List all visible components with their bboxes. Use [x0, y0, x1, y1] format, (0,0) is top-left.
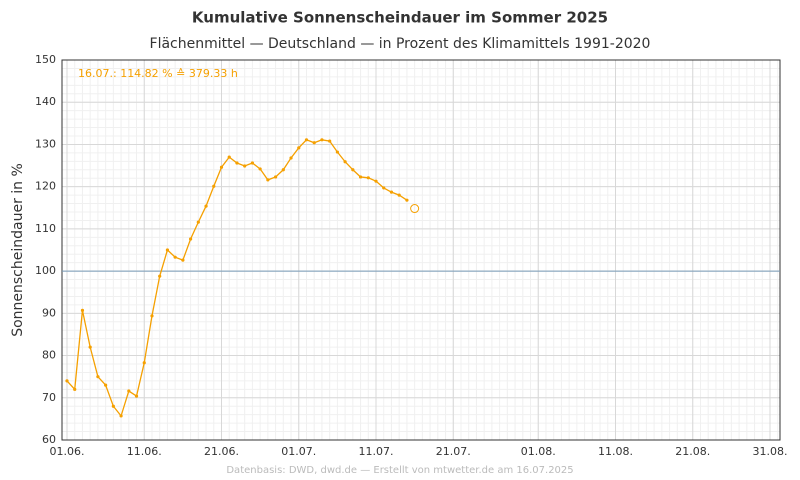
- data-point: [351, 168, 355, 172]
- x-tick-label: 21.08.: [675, 445, 710, 458]
- data-point: [111, 404, 115, 408]
- data-point: [312, 141, 316, 145]
- x-tick-label: 31.08.: [753, 445, 788, 458]
- data-point: [73, 387, 77, 391]
- data-point: [250, 161, 255, 165]
- data-point: [80, 308, 85, 312]
- y-tick-label: 80: [42, 349, 56, 362]
- y-tick-label: 140: [35, 95, 56, 108]
- x-tick-label: 11.06.: [127, 445, 162, 458]
- data-point: [142, 361, 146, 365]
- data-point: [65, 379, 69, 383]
- data-point: [328, 139, 332, 143]
- data-point: [158, 274, 162, 278]
- data-point: [343, 160, 347, 164]
- data-point: [212, 184, 216, 188]
- data-point: [389, 190, 394, 194]
- data-point: [358, 175, 363, 179]
- y-tick-label: 130: [35, 137, 56, 150]
- data-point: [243, 164, 247, 168]
- plot-frame: [61, 59, 781, 441]
- x-tick-label: 01.07.: [281, 445, 316, 458]
- y-tick-label: 100: [35, 264, 56, 277]
- data-point: [405, 198, 409, 202]
- data-point: [119, 414, 123, 418]
- y-tick-label: 110: [35, 222, 56, 235]
- data-point: [165, 248, 170, 252]
- data-point: [320, 138, 324, 142]
- data-point: [374, 179, 378, 183]
- chart-title: Kumulative Sonnenscheindauer im Sommer 2…: [192, 9, 608, 27]
- data-point: [266, 178, 270, 182]
- footer: Datenbasis: DWD, dwd.de — Erstellt von m…: [226, 465, 573, 476]
- data-point: [297, 146, 301, 150]
- y-tick-label: 60: [42, 433, 56, 446]
- data-point: [281, 168, 285, 172]
- y-tick-label: 150: [35, 53, 56, 66]
- data-point: [127, 389, 131, 393]
- data-point: [235, 161, 239, 165]
- data-point: [88, 345, 92, 349]
- data-point: [173, 255, 177, 259]
- data-point: [335, 150, 339, 154]
- data-point: [227, 155, 231, 159]
- data-point: [289, 156, 293, 160]
- data-point: [181, 258, 185, 262]
- data-point: [104, 383, 108, 387]
- x-tick-label: 11.08.: [598, 445, 633, 458]
- y-axis-label: Sonnenscheindauer in %: [10, 163, 26, 337]
- x-tick-label: 21.06.: [204, 445, 239, 458]
- data-point: [96, 375, 100, 379]
- data-point: [382, 186, 386, 190]
- data-point: [134, 394, 139, 398]
- data-point: [304, 138, 309, 142]
- x-tick-label: 01.06.: [50, 445, 85, 458]
- data-point: [196, 220, 200, 224]
- data-point: [397, 193, 401, 197]
- chart-subtitle: Flächenmittel — Deutschland — in Prozent…: [150, 36, 651, 52]
- x-tick-label: 21.07.: [436, 445, 471, 458]
- y-tick-label: 120: [35, 180, 56, 193]
- x-tick-label: 01.08.: [521, 445, 556, 458]
- y-tick-label: 90: [42, 306, 56, 319]
- data-point: [189, 237, 193, 241]
- highlight-point: [410, 204, 420, 214]
- data-point: [273, 175, 278, 179]
- data-point: [204, 204, 208, 208]
- data-point: [219, 165, 224, 169]
- data-point: [366, 176, 370, 180]
- y-tick-label: 70: [42, 391, 56, 404]
- x-tick-label: 11.07.: [359, 445, 394, 458]
- data-point: [258, 167, 262, 171]
- data-point: [150, 314, 154, 318]
- annotation: 16.07.: 114.82 % ≙ 379.33 h: [78, 67, 238, 80]
